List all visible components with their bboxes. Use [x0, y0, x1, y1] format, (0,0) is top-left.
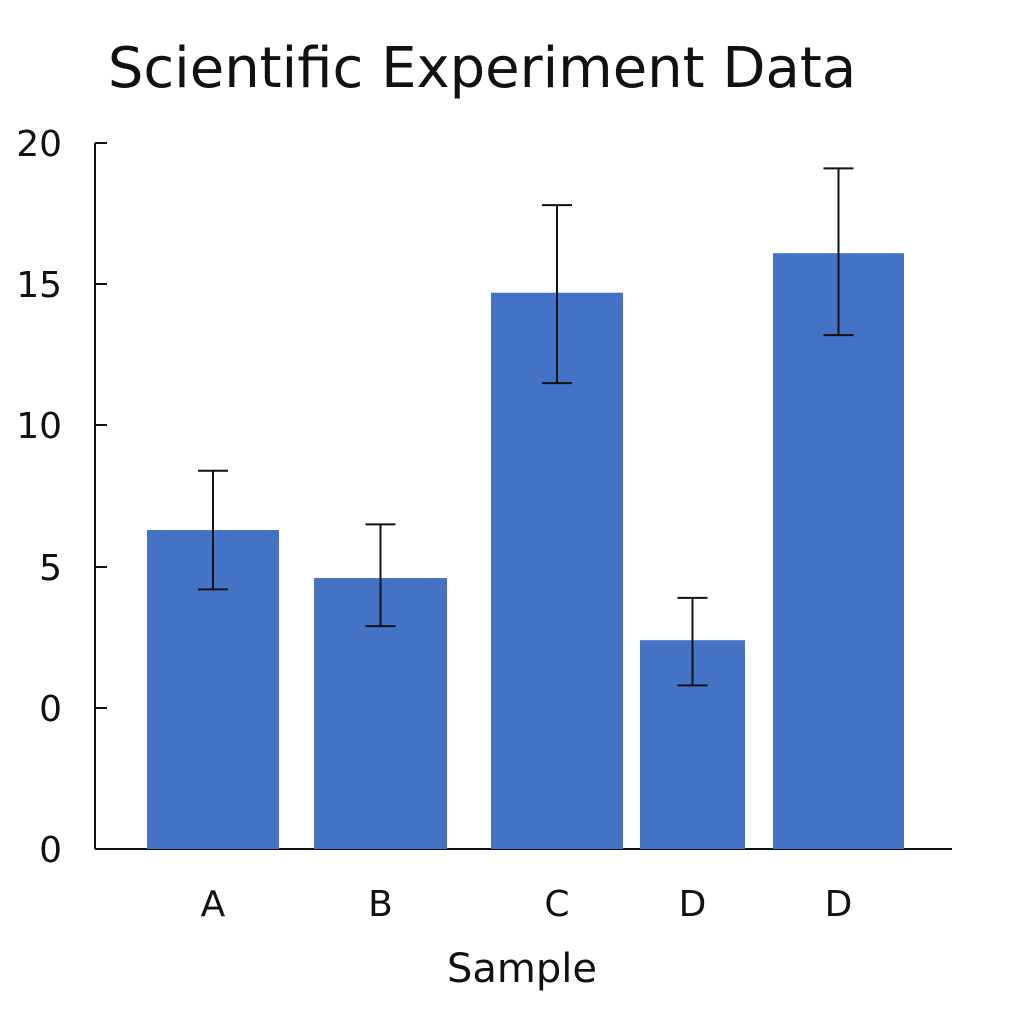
- x-tick-label: A: [201, 884, 226, 925]
- y-tick-label: 5: [39, 548, 62, 589]
- y-ticks: 0 0 5 10 15 20: [16, 124, 107, 871]
- bar-c-2: [491, 292, 623, 850]
- x-axis-label: Sample: [447, 946, 597, 992]
- y-tick-label: 10: [16, 406, 62, 447]
- bar-d-4: [773, 253, 904, 850]
- x-tick-label: C: [544, 884, 569, 925]
- y-tick-label: 0: [39, 689, 62, 730]
- error-bars: [198, 167, 854, 687]
- y-tick-label: 0: [39, 830, 62, 871]
- y-tick-label: 15: [16, 265, 62, 306]
- y-tick-label: 20: [16, 124, 62, 165]
- bars: [147, 253, 904, 850]
- chart-title: Scientific Experiment Data: [107, 36, 857, 101]
- x-tick-label: D: [825, 884, 853, 925]
- x-tick-label: D: [679, 884, 707, 925]
- x-tick-label: B: [368, 884, 393, 925]
